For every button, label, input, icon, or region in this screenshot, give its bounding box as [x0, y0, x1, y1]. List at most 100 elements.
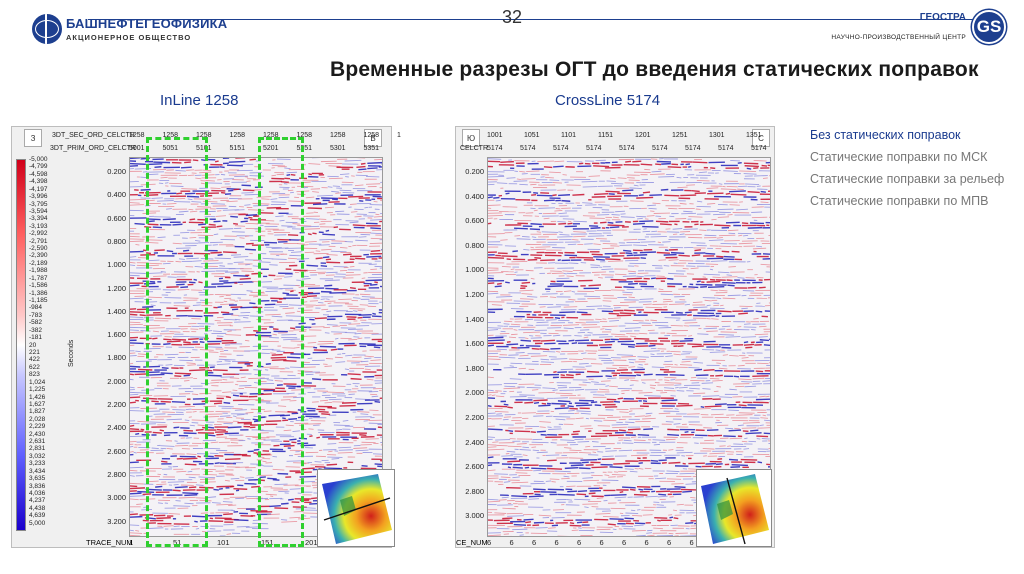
- header-value: 1001: [487, 132, 503, 139]
- bashneftegeofizika-logo: БАШНЕФТЕГЕОФИЗИКА АКЦИОНЕРНОЕ ОБЩЕСТВО: [32, 14, 227, 44]
- header-value: 5001: [129, 145, 145, 152]
- crossline-section-panel: Ю С 1001 1051 1101 1151 1201 1251 1301 1351 CEL…: [455, 126, 775, 548]
- x-tick: 6: [599, 538, 604, 547]
- scale-value: -783: [29, 311, 43, 319]
- x-tick: 101: [217, 538, 230, 547]
- header-value: 1258: [129, 132, 145, 139]
- y-tick: 1.200: [465, 290, 484, 299]
- scale-value: -4,799: [29, 163, 48, 171]
- header-value: 1258: [263, 132, 279, 139]
- header-value: 5174: [718, 145, 734, 152]
- y-tick: 2.600: [465, 462, 484, 472]
- header-value: 1258: [196, 132, 212, 139]
- direction-east: В: [364, 129, 382, 147]
- y-tick: 2.800: [107, 469, 126, 479]
- legend-item[interactable]: Статические поправки за рельеф: [810, 172, 1005, 186]
- color-scale-labels: -5,000 -4,799 -4,598 -4,398 -4,197 -3,996 -3,7…: [29, 156, 47, 527]
- header-value: 5201: [263, 145, 279, 152]
- legend-item[interactable]: Без статических поправок: [810, 128, 961, 142]
- scale-value: 422: [29, 356, 40, 364]
- y-tick: 2.200: [465, 413, 484, 422]
- y-tick: 1.800: [465, 363, 484, 373]
- header-value: 5174: [619, 145, 635, 152]
- company-left-name: БАШНЕФТЕГЕОФИЗИКА: [66, 15, 228, 31]
- y-tick: 1.200: [107, 283, 126, 293]
- gs-logo-icon: GS: [972, 10, 1006, 44]
- header-value: 5251: [296, 145, 313, 152]
- header-row-prim: 3DT_PRIM_ORD_CELCTR 5001 5051 5101 5151 5201…: [12, 142, 391, 156]
- scale-value: -1,988: [29, 267, 48, 275]
- y-tick: 0.800: [107, 236, 126, 246]
- scale-value: 221: [29, 348, 40, 356]
- scale-value: 3,635: [29, 475, 46, 483]
- header-value: 1351: [746, 132, 762, 139]
- header-value: 1101: [561, 132, 577, 139]
- scale-value: 20: [29, 341, 37, 349]
- y-tick: 1.600: [107, 330, 126, 340]
- scale-value: -4,398: [29, 178, 48, 186]
- header-value: 5174: [685, 145, 701, 152]
- y-tick: 2.400: [465, 437, 484, 447]
- header-value: 5174: [652, 145, 668, 152]
- scale-value: -2,590: [29, 245, 48, 253]
- scale-value: -3,795: [29, 200, 48, 208]
- scale-value: -3,394: [29, 215, 48, 223]
- geostra-logo: ГЕОСТРА НАУЧНО-ПРОИЗВОДСТВЕННЫЙ ЦЕНТР GS: [831, 10, 1006, 44]
- x-tick: 6: [554, 538, 559, 547]
- scale-value: -181: [29, 334, 43, 342]
- scale-value: -984: [29, 304, 43, 312]
- scale-value: 4,639: [29, 512, 46, 520]
- header-value: 1051: [524, 132, 540, 139]
- scale-value: -1,185: [29, 297, 48, 305]
- header-value: 5101: [196, 145, 212, 152]
- legend-item[interactable]: Статические поправки по МПВ: [810, 194, 989, 208]
- legend-item[interactable]: Статические поправки по МСК: [810, 150, 988, 164]
- scale-value: -2,189: [29, 259, 48, 267]
- inline-section-panel: З В 3DT_SEC_ORD_CELCTR 1258 1258 1258 1258 1…: [11, 126, 401, 548]
- y-tick: 1.000: [107, 260, 126, 270]
- direction-north: С: [752, 129, 770, 147]
- globe-icon: [32, 14, 62, 44]
- header-value: 1258: [162, 132, 179, 139]
- y-tick: 1.000: [465, 265, 484, 275]
- header-row-1: 1001 1051 1101 1151 1201 1251 1301 1351: [456, 129, 774, 143]
- scale-value: -2,390: [29, 252, 48, 260]
- x-tick: 6: [644, 538, 649, 547]
- y-tick: 0.600: [107, 213, 126, 223]
- scale-value: -382: [29, 326, 43, 334]
- header-value: 5174: [487, 145, 503, 152]
- scale-value: -5,000: [29, 156, 48, 163]
- y-tick: 1.400: [107, 306, 126, 316]
- scale-value: 823: [29, 371, 40, 379]
- y-tick: 0.200: [107, 167, 126, 176]
- scale-value: -3,594: [29, 207, 48, 215]
- x-tick: 51: [173, 538, 182, 547]
- scale-value: -1,787: [29, 274, 48, 282]
- company-right-name: ГЕОСТРА: [919, 11, 966, 23]
- x-tick: 6: [509, 538, 514, 547]
- scale-value: -2,992: [29, 230, 48, 238]
- scale-value: 1,225: [29, 386, 46, 394]
- color-scale-bar: [16, 159, 26, 531]
- scale-value: -4,598: [29, 170, 48, 178]
- location-map-inset: [696, 469, 772, 547]
- header-value: 1258: [363, 132, 380, 139]
- y-tick: 2.600: [107, 446, 126, 456]
- scale-value: 1,024: [29, 378, 46, 386]
- scale-value: 5,000: [29, 519, 46, 527]
- header-value: 5051: [162, 145, 179, 152]
- x-tick: 1: [129, 538, 134, 547]
- header-value: 5151: [229, 145, 246, 152]
- company-left-subtitle: АКЦИОНЕРНОЕ ОБЩЕСТВО: [66, 32, 192, 42]
- scale-value: 622: [29, 363, 40, 371]
- row1-label: 3DT_SEC_ORD_CELCTR: [52, 132, 135, 139]
- scale-value: -3,193: [29, 222, 48, 230]
- x-tick: 6: [577, 538, 582, 547]
- scale-value: 1,426: [29, 393, 46, 401]
- header-value: 5174: [520, 145, 536, 152]
- header-value: 5301: [330, 145, 346, 152]
- y-tick: 0.600: [465, 216, 484, 226]
- x-tick: 6: [532, 538, 537, 547]
- header-value: 1201: [635, 132, 651, 139]
